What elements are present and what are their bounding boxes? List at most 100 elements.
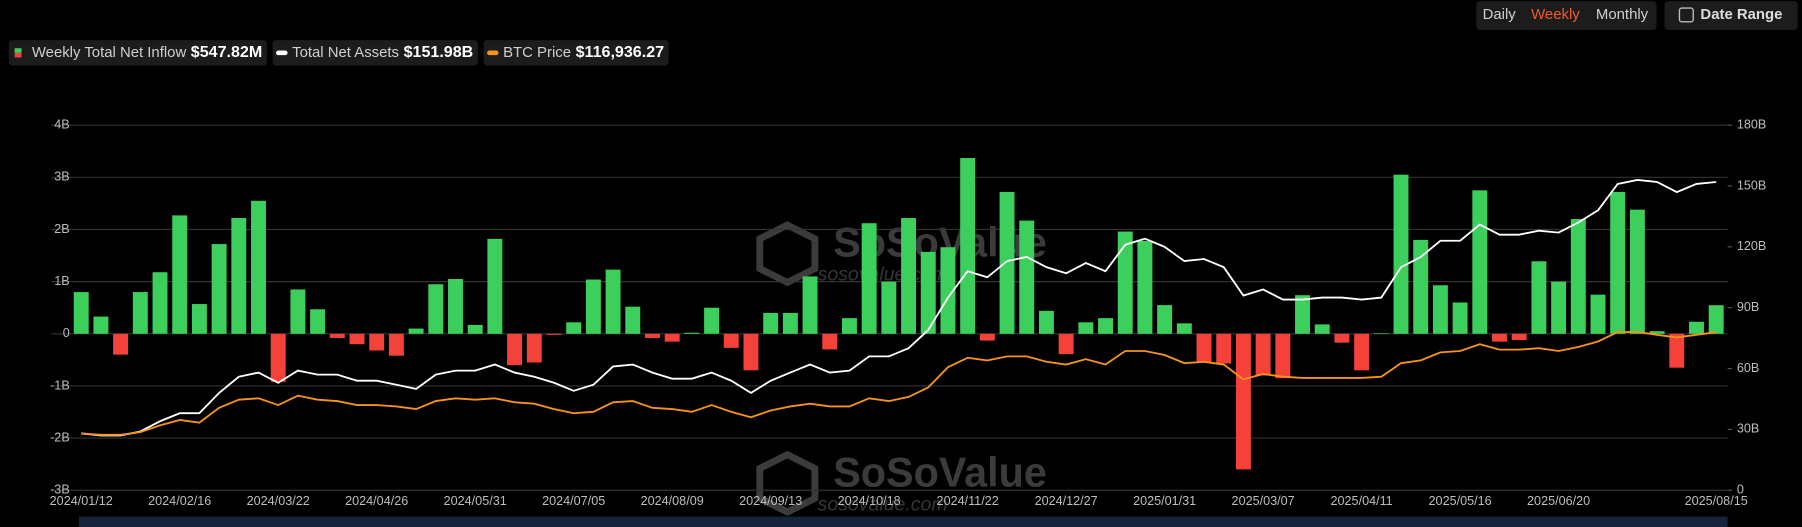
legend-value: $547.82M bbox=[191, 43, 262, 61]
bar bbox=[1235, 333, 1251, 470]
watermark-brand: SoSoValue bbox=[833, 449, 1047, 495]
calendar-icon bbox=[1678, 7, 1694, 23]
bar bbox=[723, 333, 739, 348]
y2-tick-label: 0 bbox=[1737, 483, 1744, 497]
y-tick-label: 1B bbox=[54, 274, 69, 288]
y2-tick-label: 30B bbox=[1737, 422, 1759, 436]
bar bbox=[487, 238, 503, 334]
bar bbox=[1275, 333, 1291, 379]
bar bbox=[1255, 333, 1271, 376]
bar bbox=[881, 281, 897, 334]
legend-name: BTC Price bbox=[503, 44, 571, 61]
bar bbox=[1058, 333, 1074, 355]
bar bbox=[448, 279, 463, 334]
bar bbox=[704, 307, 720, 334]
period-button[interactable]: Monthly bbox=[1596, 6, 1649, 23]
bar bbox=[1098, 318, 1113, 334]
bar bbox=[132, 292, 148, 334]
bar bbox=[1492, 333, 1507, 342]
x-tick-label: 2024/10/18 bbox=[838, 494, 901, 508]
bar bbox=[113, 333, 129, 355]
bar bbox=[841, 318, 857, 334]
x-tick-label: 2024/05/31 bbox=[444, 494, 507, 508]
bar bbox=[822, 333, 838, 350]
legend-box bbox=[8, 40, 267, 66]
watermark-logo bbox=[756, 221, 819, 287]
y-tick-label: -2B bbox=[50, 430, 70, 444]
bar bbox=[1432, 285, 1448, 334]
legend-swatch bbox=[276, 50, 288, 56]
x-tick-label: 2024/08/09 bbox=[641, 494, 704, 508]
x-tick-label: 2024/07/05 bbox=[542, 494, 605, 508]
bar bbox=[546, 333, 562, 335]
bar bbox=[625, 306, 641, 334]
bar bbox=[1354, 333, 1370, 371]
bar bbox=[1511, 333, 1527, 341]
y-tick-label: 0 bbox=[63, 326, 70, 340]
bar bbox=[329, 333, 345, 338]
line bbox=[81, 178, 1717, 437]
bar bbox=[1038, 310, 1054, 334]
period-button[interactable]: Daily bbox=[1483, 6, 1517, 23]
bar bbox=[526, 333, 542, 363]
y-tick-label: 2B bbox=[54, 222, 69, 236]
bar bbox=[93, 316, 109, 334]
period-button[interactable]: Weekly bbox=[1531, 6, 1580, 23]
bar bbox=[251, 200, 266, 334]
x-tick-label: 2025/04/11 bbox=[1331, 494, 1393, 508]
bar bbox=[1196, 333, 1212, 363]
bar bbox=[507, 333, 523, 366]
bar bbox=[999, 191, 1015, 334]
y2-tick-label: 180B bbox=[1737, 117, 1766, 131]
date-range-label[interactable]: Date Range bbox=[1700, 6, 1782, 23]
x-tick-label: 2024/09/13 bbox=[739, 494, 802, 508]
bar bbox=[172, 215, 188, 334]
legend-item: BTC Price $116,936.27 bbox=[483, 40, 669, 66]
y2-tick-label: 60B bbox=[1737, 361, 1759, 375]
bar bbox=[1157, 305, 1173, 334]
legend-swatch bbox=[14, 48, 22, 53]
bar bbox=[270, 333, 286, 382]
bar bbox=[152, 272, 168, 334]
bar bbox=[191, 304, 207, 334]
bar bbox=[1629, 209, 1645, 334]
y-tick-label: 4B bbox=[54, 117, 69, 131]
bar bbox=[566, 322, 582, 334]
x-tick-label: 2024/04/26 bbox=[345, 494, 408, 508]
bar bbox=[408, 328, 424, 334]
bar bbox=[1551, 281, 1567, 334]
legend-box bbox=[483, 40, 669, 66]
x-tick-label: 2024/12/27 bbox=[1035, 494, 1098, 508]
bar bbox=[1452, 302, 1468, 334]
date-range-button[interactable] bbox=[1664, 1, 1798, 30]
watermark-logo bbox=[756, 450, 819, 516]
bar bbox=[920, 251, 936, 334]
bar bbox=[1117, 231, 1133, 334]
x-tick-label: 2024/01/12 bbox=[50, 494, 113, 508]
legend-name: Weekly Total Net Inflow bbox=[32, 44, 187, 61]
bar bbox=[1649, 331, 1665, 334]
bar bbox=[743, 333, 759, 371]
bar bbox=[388, 333, 404, 356]
legend-value: $151.98B bbox=[404, 43, 474, 61]
bar bbox=[1373, 333, 1389, 334]
bar bbox=[310, 309, 326, 334]
range-navigator[interactable] bbox=[78, 516, 1728, 527]
bar bbox=[1078, 322, 1094, 334]
bar bbox=[369, 333, 385, 351]
bar bbox=[467, 324, 483, 334]
bar bbox=[1413, 239, 1429, 334]
bar bbox=[290, 289, 306, 334]
bar bbox=[73, 292, 89, 334]
bar bbox=[763, 312, 779, 334]
y-tick-label: -3B bbox=[50, 483, 70, 497]
bar bbox=[664, 333, 680, 342]
bar bbox=[1393, 174, 1409, 334]
bar bbox=[1176, 323, 1192, 334]
legend-swatch bbox=[14, 52, 22, 58]
bar bbox=[1708, 305, 1724, 334]
bar bbox=[802, 276, 818, 334]
